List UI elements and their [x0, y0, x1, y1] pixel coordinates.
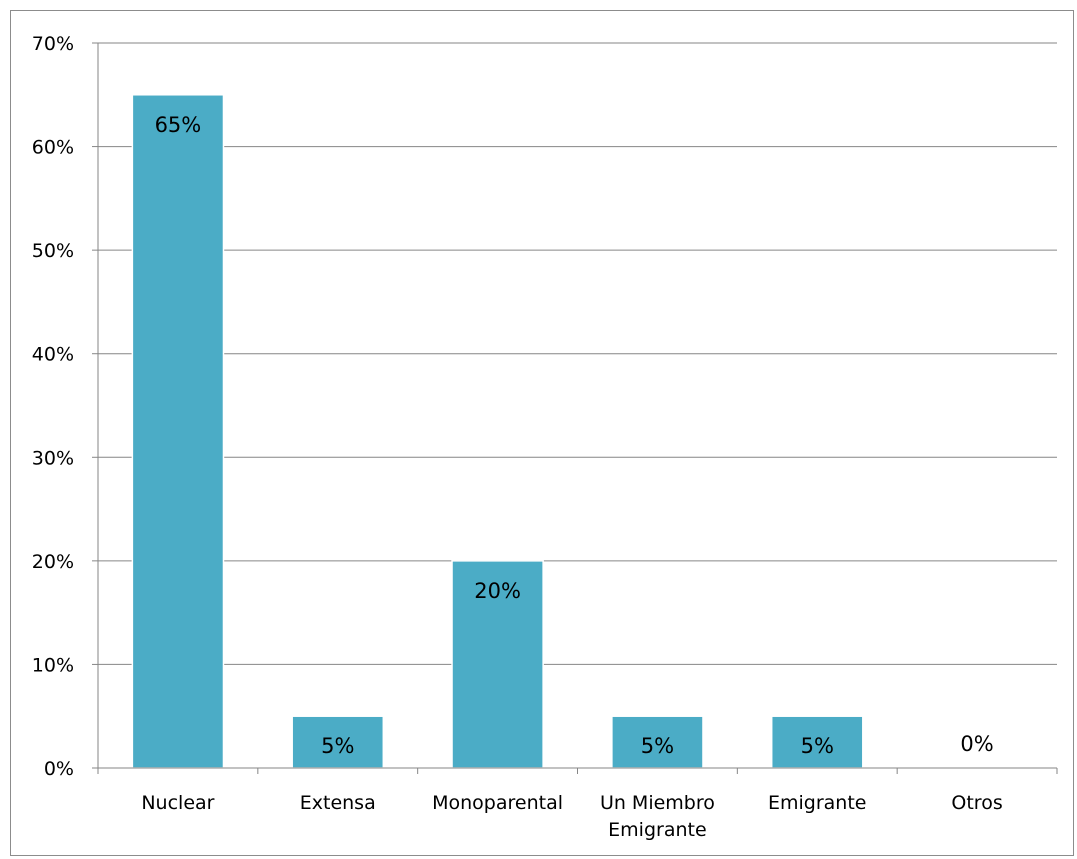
bars	[131, 94, 864, 769]
gridlines	[98, 42, 1057, 665]
x-category-labels: Nuclear Extensa Monoparental Un Miembro Emig…	[141, 792, 1002, 841]
y-tick-label: 60%	[32, 137, 74, 159]
y-tick-labels: 0% 10% 20% 30% 40% 50% 60% 70%	[32, 33, 74, 780]
data-label: 5%	[641, 734, 674, 758]
category-label: Otros	[951, 792, 1002, 814]
data-labels: 65% 5% 20% 5% 5% 0%	[155, 113, 994, 758]
data-label: 65%	[155, 113, 202, 137]
data-label: 5%	[321, 734, 354, 758]
y-tick-label: 40%	[32, 344, 74, 366]
category-label-line: Un Miembro	[600, 792, 715, 814]
y-tick-label: 50%	[32, 240, 74, 262]
bar-2	[451, 560, 544, 769]
data-label: 5%	[801, 734, 834, 758]
category-label: Emigrante	[768, 792, 867, 814]
y-tick-label: 20%	[32, 551, 74, 573]
category-label-line: Extensa	[300, 792, 376, 814]
data-label: 20%	[474, 579, 521, 603]
category-label: Extensa	[300, 792, 376, 814]
category-label-line: Emigrante	[768, 792, 867, 814]
y-tick-label: 10%	[32, 654, 74, 676]
bar-3	[611, 715, 704, 769]
y-tick-label: 30%	[32, 447, 74, 469]
category-label: Monoparental	[432, 792, 563, 814]
category-label-line: Otros	[951, 792, 1002, 814]
category-label: Nuclear	[141, 792, 214, 814]
category-label-line: Nuclear	[141, 792, 214, 814]
bar-4	[770, 715, 864, 769]
y-tick-label: 0%	[44, 758, 74, 780]
category-label-line: Monoparental	[432, 792, 563, 814]
axes	[92, 42, 1058, 774]
bar-0	[131, 94, 225, 769]
category-label: Un Miembro Emigrante	[600, 792, 715, 841]
category-label-line: Emigrante	[608, 819, 707, 841]
bar-1	[291, 715, 385, 769]
data-label: 0%	[960, 732, 993, 756]
y-tick-label: 70%	[32, 33, 74, 55]
